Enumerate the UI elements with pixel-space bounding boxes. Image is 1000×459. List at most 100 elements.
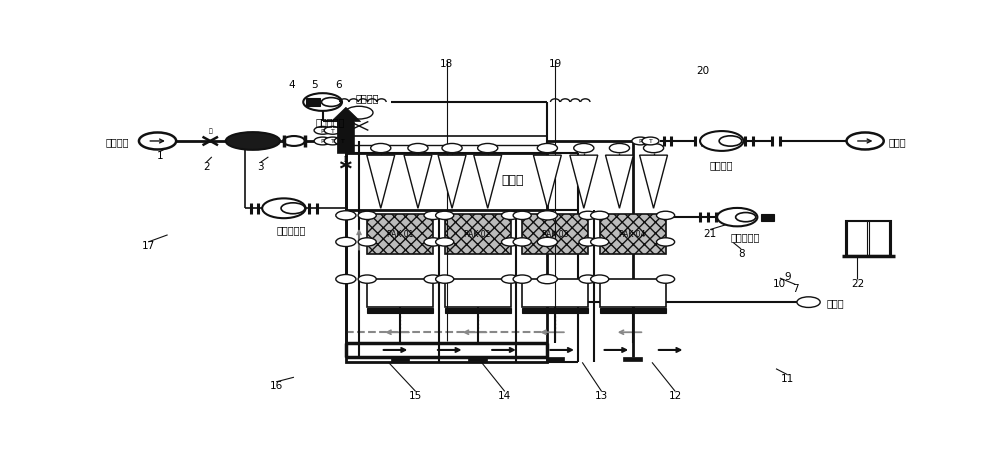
Bar bbox=[600, 280, 666, 308]
Text: 19: 19 bbox=[548, 59, 562, 69]
Text: 燃烧室: 燃烧室 bbox=[501, 174, 524, 187]
Text: T: T bbox=[331, 129, 335, 134]
Bar bbox=[761, 215, 774, 221]
Circle shape bbox=[424, 238, 442, 246]
Bar bbox=[600, 214, 666, 255]
Polygon shape bbox=[438, 156, 466, 209]
Circle shape bbox=[632, 138, 649, 146]
Circle shape bbox=[314, 127, 331, 135]
Polygon shape bbox=[606, 156, 633, 209]
Text: 6: 6 bbox=[335, 80, 341, 90]
Circle shape bbox=[537, 211, 557, 220]
Circle shape bbox=[797, 297, 820, 308]
Circle shape bbox=[643, 144, 664, 153]
Text: P: P bbox=[321, 139, 324, 144]
Text: 新鲜空气: 新鲜空气 bbox=[355, 93, 379, 102]
Circle shape bbox=[656, 212, 675, 220]
Bar bbox=[623, 357, 642, 361]
Text: 18: 18 bbox=[440, 59, 453, 69]
Polygon shape bbox=[367, 156, 395, 209]
Text: 17: 17 bbox=[142, 241, 155, 251]
Circle shape bbox=[478, 144, 498, 153]
Circle shape bbox=[281, 203, 305, 214]
Circle shape bbox=[314, 138, 331, 146]
Text: 12: 12 bbox=[669, 390, 682, 400]
Text: P: P bbox=[639, 139, 642, 144]
Circle shape bbox=[321, 98, 341, 107]
Text: 吹扫引风机: 吹扫引风机 bbox=[730, 232, 760, 242]
Text: 22: 22 bbox=[851, 278, 864, 288]
Circle shape bbox=[513, 212, 531, 220]
Circle shape bbox=[847, 133, 884, 150]
Circle shape bbox=[324, 127, 341, 135]
Circle shape bbox=[139, 133, 176, 150]
Text: 甲: 甲 bbox=[208, 128, 212, 134]
Text: 去烟囱: 去烟囱 bbox=[888, 137, 906, 147]
Circle shape bbox=[591, 275, 609, 284]
Circle shape bbox=[324, 138, 341, 146]
Circle shape bbox=[334, 138, 351, 146]
Circle shape bbox=[371, 144, 391, 153]
Circle shape bbox=[336, 238, 356, 247]
Text: PAK 04: PAK 04 bbox=[619, 230, 646, 239]
Text: 2: 2 bbox=[203, 162, 210, 171]
Circle shape bbox=[700, 132, 743, 151]
Ellipse shape bbox=[226, 133, 280, 151]
Bar bbox=[522, 214, 588, 255]
Circle shape bbox=[591, 212, 609, 220]
Circle shape bbox=[358, 212, 376, 220]
Text: PAK 01: PAK 01 bbox=[387, 230, 413, 239]
Text: PAK 03: PAK 03 bbox=[542, 230, 568, 239]
Text: PAK 02: PAK 02 bbox=[464, 230, 491, 239]
Bar bbox=[367, 280, 433, 308]
Circle shape bbox=[574, 144, 594, 153]
Polygon shape bbox=[474, 156, 502, 209]
Text: 1: 1 bbox=[157, 151, 163, 161]
Bar bbox=[367, 308, 433, 314]
Circle shape bbox=[424, 212, 442, 220]
Text: 15: 15 bbox=[409, 390, 422, 400]
Circle shape bbox=[408, 144, 428, 153]
Text: T: T bbox=[649, 139, 652, 144]
Text: P: P bbox=[321, 129, 324, 134]
Circle shape bbox=[501, 275, 520, 284]
Bar bbox=[346, 154, 547, 363]
Text: 7: 7 bbox=[792, 283, 799, 293]
Circle shape bbox=[442, 144, 462, 153]
Text: 14: 14 bbox=[498, 390, 511, 400]
Bar bbox=[306, 99, 320, 107]
Bar bbox=[367, 214, 433, 255]
Bar bbox=[445, 308, 511, 314]
Circle shape bbox=[736, 213, 756, 222]
Polygon shape bbox=[533, 156, 561, 209]
Circle shape bbox=[717, 208, 757, 227]
Circle shape bbox=[579, 275, 597, 284]
Circle shape bbox=[424, 275, 442, 284]
Bar bbox=[445, 214, 511, 255]
Text: 9: 9 bbox=[784, 271, 791, 281]
Text: 3: 3 bbox=[257, 162, 264, 171]
Polygon shape bbox=[640, 156, 668, 209]
Circle shape bbox=[358, 275, 376, 284]
Circle shape bbox=[579, 212, 597, 220]
Text: 4: 4 bbox=[288, 80, 295, 90]
FancyArrow shape bbox=[331, 108, 361, 154]
Circle shape bbox=[719, 136, 742, 147]
Bar bbox=[846, 221, 891, 257]
Text: 高浓废气: 高浓废气 bbox=[105, 137, 129, 147]
Bar bbox=[600, 308, 666, 314]
Polygon shape bbox=[404, 156, 432, 209]
Text: 助燃鼓风机: 助燃鼓风机 bbox=[316, 117, 345, 127]
Circle shape bbox=[591, 238, 609, 246]
Circle shape bbox=[336, 275, 356, 284]
Circle shape bbox=[436, 275, 454, 284]
Bar bbox=[847, 222, 867, 256]
Text: 13: 13 bbox=[595, 390, 608, 400]
Text: 8: 8 bbox=[738, 248, 744, 258]
Circle shape bbox=[642, 138, 659, 146]
Text: T: T bbox=[331, 139, 335, 144]
Circle shape bbox=[537, 144, 557, 153]
Text: 21: 21 bbox=[704, 229, 717, 239]
Text: T: T bbox=[341, 139, 345, 144]
Bar bbox=[468, 357, 487, 361]
